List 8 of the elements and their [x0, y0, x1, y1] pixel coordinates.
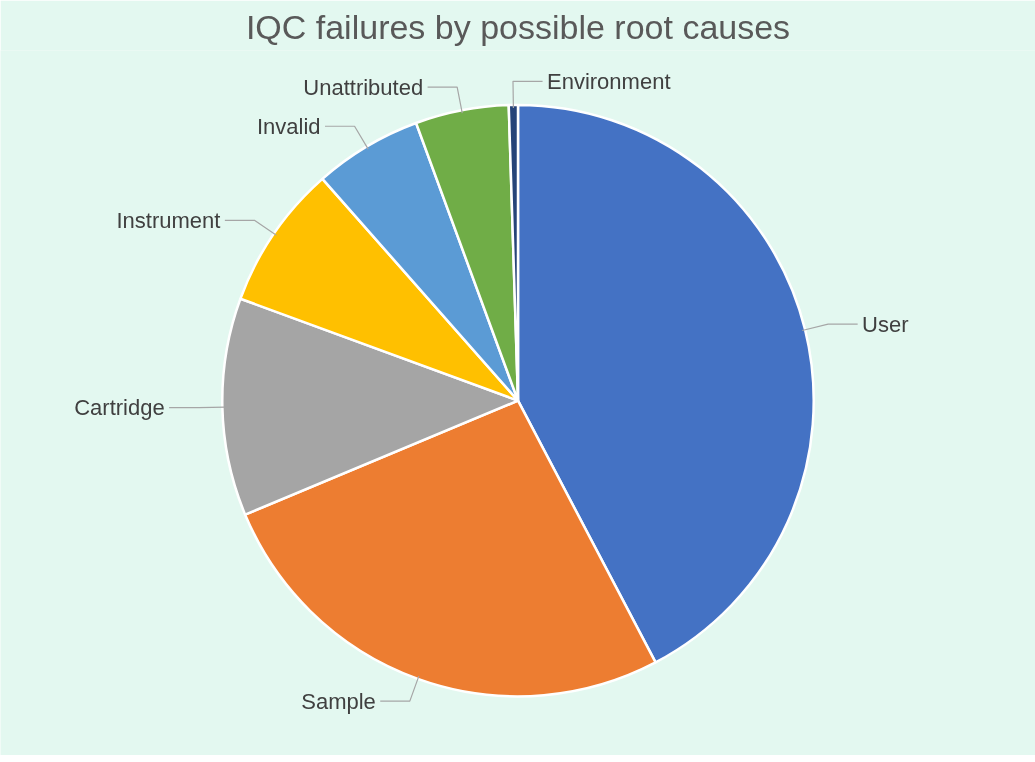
slice-label: Cartridge	[74, 395, 165, 421]
slice-label: Unattributed	[303, 74, 424, 100]
slice-label: Instrument	[116, 207, 221, 233]
chart-title: IQC failures by possible root causes	[245, 7, 791, 46]
slice-label: Sample	[301, 688, 376, 714]
slice-label: Environment	[546, 68, 671, 94]
slice-label: Invalid	[256, 113, 321, 139]
slice-label: User	[862, 311, 909, 337]
